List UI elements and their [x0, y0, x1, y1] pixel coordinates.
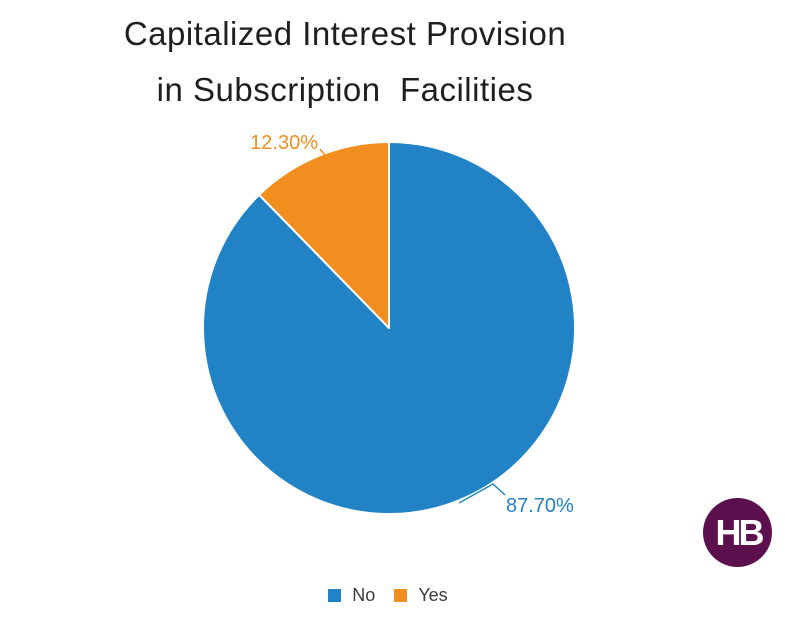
hb-logo: HB: [703, 498, 772, 567]
legend: No Yes: [0, 584, 776, 606]
chart-title-line2: in Subscription Facilities: [156, 71, 534, 108]
legend-swatch-yes: [394, 588, 408, 602]
leader-line-no: [458, 483, 506, 504]
leader-line-yes: [319, 148, 332, 164]
chart-title-line1: Capitalized Interest Provision: [123, 15, 567, 52]
legend-label-yes: Yes: [418, 584, 448, 605]
pie-slice-yes: [258, 141, 390, 329]
chart-title: Capitalized Interest Provision in Subscr…: [0, 6, 690, 118]
legend-item-no: No: [328, 585, 375, 606]
legend-item-yes: Yes: [394, 584, 448, 606]
pie-label-no: 87.70%: [506, 495, 574, 517]
pie-slices: [202, 141, 577, 515]
pie-label-yes: 12.30%: [250, 132, 318, 154]
hb-logo-text: HB: [715, 511, 765, 553]
legend-label-no: No: [352, 584, 376, 605]
legend-swatch-no: [328, 588, 342, 602]
